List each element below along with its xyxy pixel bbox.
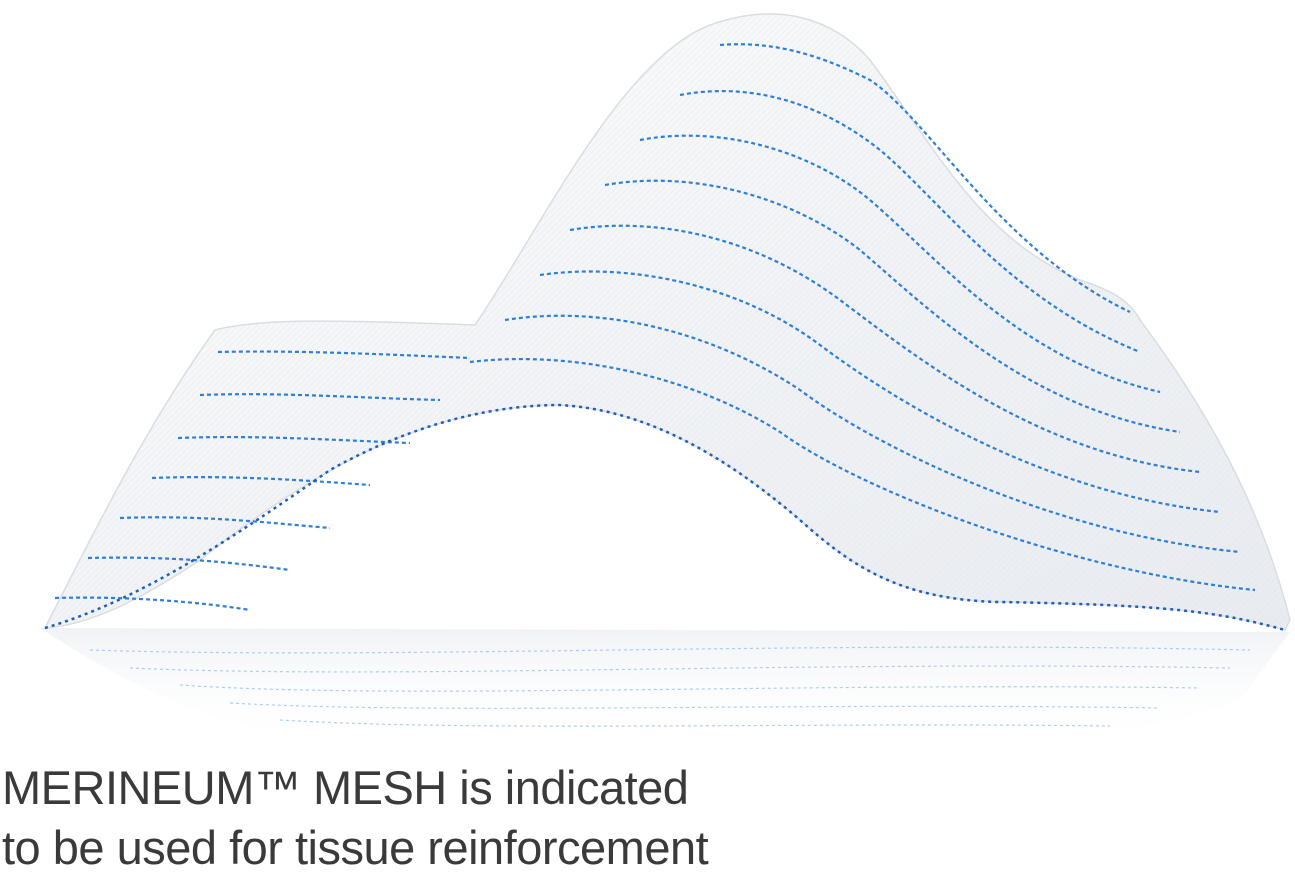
caption-line-1: MERINEUM™ MESH is indicated — [2, 761, 689, 814]
caption-line-2: to be used for tissue reinforcement — [2, 821, 709, 874]
blue-stitch-lines — [54, 43, 1256, 612]
mesh-reflection — [40, 628, 1290, 749]
reflection-stitches — [89, 646, 1251, 727]
mesh-edge-stitch — [44, 403, 1286, 632]
caption: MERINEUM™ MESH is indicated to be used f… — [2, 758, 1282, 875]
